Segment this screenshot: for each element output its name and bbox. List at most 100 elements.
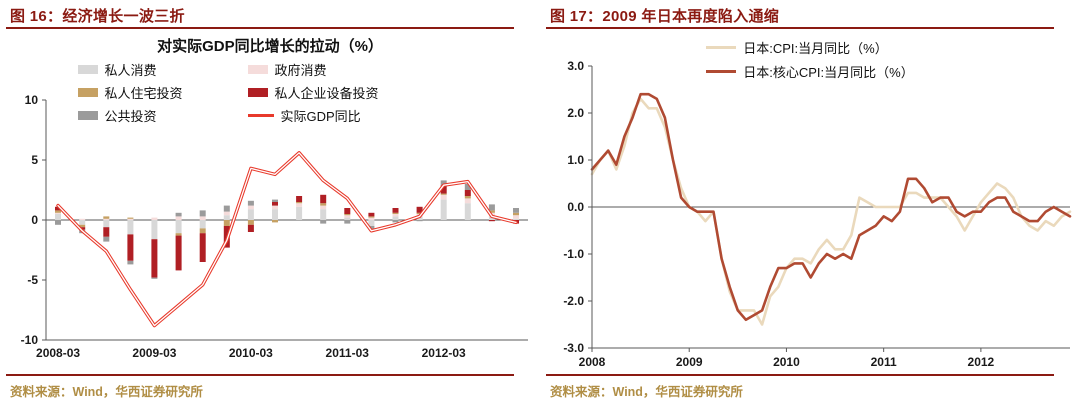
government-consumption-swatch (247, 64, 268, 74)
bar-segment (320, 194, 327, 204)
bar-segment (79, 224, 86, 228)
bar-segment (247, 200, 254, 206)
bar-segment (392, 208, 399, 213)
bar-segment (368, 226, 375, 230)
bar-segment (344, 220, 351, 224)
bar-segment (151, 220, 158, 240)
bar-segment (440, 180, 447, 186)
bar-segment (464, 196, 471, 199)
legend-item-equipment-investment: 私人企业设备投资 (247, 82, 463, 102)
bar-segment (344, 217, 351, 220)
bar-segment (344, 208, 351, 214)
bar-segment (223, 211, 230, 216)
bar-segment (440, 185, 447, 194)
japan-cpi-label: 日本:CPI:当月同比（%） (743, 40, 888, 56)
legend-item-real-gdp-line: 实际GDP同比 (247, 105, 463, 125)
bar-segment (103, 220, 110, 228)
bar-segment (55, 214, 61, 220)
equipment-investment-label: 私人企业设备投资 (274, 85, 379, 101)
bar-segment (223, 215, 230, 220)
bar-segment (175, 220, 182, 234)
bar-segment (392, 220, 399, 223)
bar-segment (464, 184, 471, 190)
bar-segment (175, 212, 182, 217)
bar-segment (296, 206, 303, 220)
bar-segment (320, 203, 327, 206)
figure-16-header: 图 16：经济增长一波三折 (10, 8, 185, 25)
bar-segment (175, 235, 182, 271)
bar-segment (223, 205, 230, 212)
cpi-line (590, 97, 1072, 326)
bar-segment (392, 216, 399, 220)
bar-segment (55, 206, 61, 211)
bar-segment (103, 236, 110, 242)
x-tick-label: 2008 (579, 355, 606, 369)
gdp-legend: 私人消费 政府消费 私人住宅投资 私人企业设备投资 公共投资 (0, 59, 540, 125)
cpi-legend-stack: 日本:CPI:当月同比（%） 日本:核心CPI:当月同比（%） (706, 37, 914, 81)
bar-segment (320, 209, 327, 220)
real-gdp-line-outer (56, 151, 518, 328)
government-consumption-label: 政府消费 (274, 62, 327, 78)
bar-segment (488, 204, 495, 211)
figure-17-source: 资料来源：Wind，华西证券研究所 (550, 385, 743, 399)
private-consumption-swatch (77, 64, 98, 74)
legend-item-japan-core-cpi: 日本:核心CPI:当月同比（%） (706, 61, 914, 81)
figure-17-bottom-rule (546, 374, 1054, 376)
x-tick-label: 2012-03 (422, 346, 466, 360)
bar-segment (223, 220, 230, 226)
bar-segment (199, 228, 206, 234)
bar-segment (103, 227, 110, 237)
bar-segment (127, 234, 134, 261)
y-tick-label: 0.0 (567, 200, 584, 214)
y-tick-label: -5 (27, 273, 38, 287)
legend-item-government-consumption: 政府消费 (247, 59, 463, 79)
bar-segment (513, 215, 519, 219)
x-tick-label: 2009 (676, 355, 703, 369)
bar-segment (272, 209, 278, 220)
bar-segment (199, 210, 206, 217)
gdp-chart-title: 对实际GDP同比增长的拉动（%） (157, 38, 383, 55)
real-gdp-line-inner (57, 152, 517, 327)
bar-segment (464, 190, 471, 196)
legend-item-japan-cpi: 日本:CPI:当月同比（%） (706, 37, 888, 57)
bar-segment (513, 208, 519, 213)
figure-17-panel: 图 17：2009 年日本再度陷入通缩 3.0 2.0 1.0 0.0 -1.0 -2.0… (540, 0, 1080, 406)
bar-segment (416, 212, 423, 214)
bar-segment (320, 220, 327, 224)
japan-cpi-swatch (706, 45, 737, 49)
x-tick-label: 2008-03 (36, 346, 80, 360)
bar-segment (151, 277, 158, 279)
bar-segment (272, 202, 278, 206)
bar-segment (103, 216, 110, 219)
x-tick-label: 2011-03 (326, 346, 370, 360)
y-tick-label: 0 (31, 213, 38, 227)
bar-segment (199, 220, 206, 229)
bar-segment (368, 217, 375, 220)
japan-core-cpi-swatch (706, 69, 737, 73)
y-tick-label: 1.0 (567, 153, 584, 167)
y-tick-label: 2.0 (567, 106, 584, 120)
bar-segment (368, 220, 375, 226)
bar-segment (151, 217, 158, 220)
legend-item-private-consumption: 私人消费 (77, 59, 248, 79)
bar-segment (199, 216, 206, 220)
bar-segment (247, 224, 254, 232)
core-cpi-line (590, 92, 1072, 322)
real-gdp-line-swatch (247, 113, 274, 117)
bar-segment (368, 216, 375, 218)
y-tick-label: -1.0 (563, 247, 584, 261)
bar-segment (151, 239, 158, 278)
cpi-legend: 日本:CPI:当月同比（%） 日本:核心CPI:当月同比（%） (540, 37, 1080, 81)
bar-segment (296, 202, 303, 204)
bar-segment (175, 233, 182, 236)
y-tick-label: 5 (31, 153, 38, 167)
bar-segment (175, 216, 182, 220)
bar-segment (55, 220, 61, 225)
bar-segment (488, 216, 495, 220)
bar-segment (247, 205, 254, 210)
bar-segment (392, 214, 399, 217)
bar-segment (247, 209, 254, 220)
bar-segment (127, 260, 134, 265)
x-tick-label: 2009-03 (132, 346, 176, 360)
